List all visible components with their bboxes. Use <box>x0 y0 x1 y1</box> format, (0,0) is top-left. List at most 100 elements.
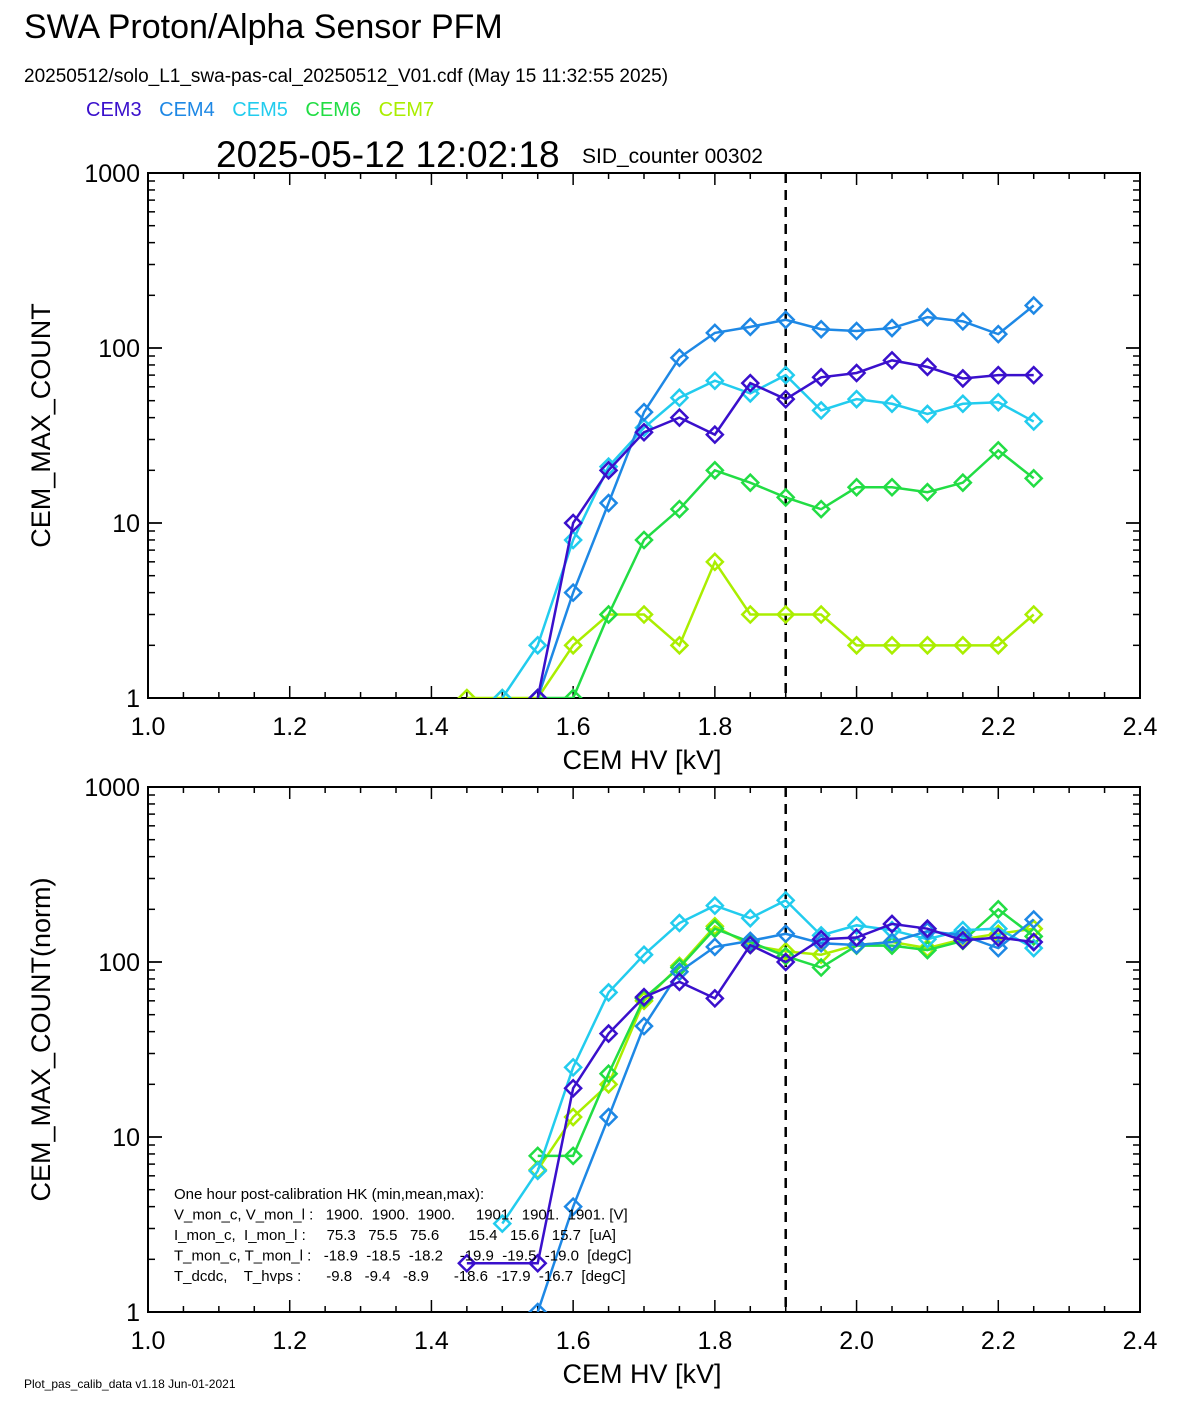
data-point-cem3 <box>563 513 583 533</box>
data-point-cem3 <box>882 914 902 934</box>
data-point-cem4 <box>882 932 902 952</box>
data-point-cem7 <box>634 604 654 625</box>
hk-note-line: T_mon_c, T_mon_l : -18.9 -18.5 -18.2 -19… <box>174 1248 631 1265</box>
data-point-cem6 <box>705 460 725 481</box>
data-point-cem3 <box>846 363 867 383</box>
data-point-cem5 <box>882 394 902 414</box>
data-point-cem6 <box>811 499 831 519</box>
x-tick-label: 2.2 <box>981 713 1016 741</box>
y-tick-label: 100 <box>98 335 140 363</box>
data-point-cem4 <box>988 938 1009 958</box>
data-point-cem4 <box>775 923 796 944</box>
data-point-cem4 <box>705 937 725 957</box>
chart-panel-1: 1.0 1.2 1.4 1.6 1.8 2.0 2.2 2.4 1 10 100 1000 CEM HV… <box>26 160 1157 775</box>
data-point-cem5 <box>811 400 831 421</box>
data-point-cem7 <box>1023 604 1044 625</box>
x-tick-label: 2.4 <box>1123 713 1158 741</box>
series-line-cem3 <box>466 922 1034 1265</box>
data-point-cem5 <box>988 392 1009 412</box>
data-point-cem5 <box>917 404 938 424</box>
data-point-cem7 <box>917 938 938 958</box>
series-line-cem4 <box>536 918 1035 1312</box>
x-tick-label: 2.0 <box>839 713 874 741</box>
data-point-cem4 <box>740 317 761 337</box>
data-point-cem4 <box>669 961 690 982</box>
data-point-cem6 <box>988 899 1009 920</box>
data-point-cem6 <box>775 487 796 508</box>
data-point-cem4 <box>775 309 796 330</box>
series-group <box>457 295 1044 698</box>
data-point-cem4 <box>598 493 619 513</box>
data-point-cem5 <box>846 389 867 409</box>
sid-counter: SID_counter 00302 <box>582 145 763 168</box>
data-point-cem7 <box>811 604 831 625</box>
data-point-cem3 <box>740 373 761 393</box>
data-point-cem6 <box>740 472 761 493</box>
data-point-cem3 <box>988 365 1009 385</box>
data-point-cem7 <box>457 688 477 698</box>
hk-note-line: One hour post-calibration HK (min,mean,m… <box>174 1186 484 1203</box>
series-line-cem3 <box>536 359 1034 698</box>
y-tick-label: 10 <box>112 510 140 538</box>
x-tick-label: 2.0 <box>839 1327 874 1355</box>
x-axis-label: CEM HV [kV] <box>562 1359 721 1389</box>
legend-item-cem7: CEM7 <box>378 99 435 121</box>
data-point-cem3 <box>527 688 548 698</box>
series-line-cem7 <box>466 559 1035 698</box>
data-point-cem6 <box>988 440 1009 461</box>
data-point-cem6 <box>917 940 938 960</box>
data-point-cem6 <box>669 499 690 519</box>
legend: CEM3 CEM4 CEM5 CEM6 CEM7 <box>86 99 446 122</box>
x-tick-label: 2.4 <box>1123 1327 1158 1355</box>
data-point-cem3 <box>917 918 938 939</box>
data-point-cem6 <box>634 530 654 550</box>
data-point-cem3 <box>953 368 973 389</box>
y-axis-label: CEM_MAX_COUNT(norm) <box>26 877 56 1201</box>
series-line-cem7 <box>536 924 1034 1171</box>
data-point-cem5 <box>492 688 513 698</box>
hk-note: One hour post-calibration HK (min,mean,m… <box>174 1186 631 1285</box>
legend-item-cem4: CEM4 <box>159 99 215 121</box>
data-point-cem3 <box>988 927 1009 948</box>
data-point-cem4 <box>634 1016 654 1036</box>
data-point-cem4 <box>1023 909 1044 930</box>
x-tick-label: 1.2 <box>272 713 307 741</box>
series-group <box>457 890 1044 1312</box>
data-point-cem7 <box>705 916 725 937</box>
series-line-cem5 <box>501 373 1035 698</box>
data-point-cem7 <box>563 635 583 656</box>
data-point-cem4 <box>882 318 902 338</box>
data-point-cem4 <box>988 324 1009 344</box>
x-tick-label: 1.8 <box>697 1327 732 1355</box>
data-point-cem4 <box>953 311 973 332</box>
data-point-cem7 <box>598 1074 619 1095</box>
data-point-cem5 <box>598 982 619 1003</box>
data-point-cem5 <box>740 908 761 928</box>
data-point-cem7 <box>775 941 796 962</box>
data-point-cem4 <box>527 1302 548 1312</box>
data-point-cem6 <box>846 477 867 498</box>
data-point-cem6 <box>775 946 796 966</box>
data-point-cem5 <box>669 387 690 408</box>
data-point-cem7 <box>811 944 831 965</box>
data-point-cem4 <box>953 925 973 946</box>
data-point-cem4 <box>669 347 690 368</box>
data-point-cem5 <box>846 915 867 936</box>
data-point-cem5 <box>775 365 796 385</box>
data-point-cem3 <box>740 935 761 955</box>
footer-version: Plot_pas_calib_data v1.18 Jun-01-2021 <box>24 1377 236 1391</box>
data-point-cem3 <box>457 1253 477 1273</box>
data-point-cem7 <box>669 635 690 656</box>
x-tick-label: 1.4 <box>414 1327 449 1355</box>
y-tick-label: 1 <box>126 1299 140 1327</box>
data-point-cem3 <box>811 367 831 388</box>
data-point-cem5 <box>563 530 583 550</box>
x-tick-label: 2.2 <box>981 1327 1016 1355</box>
data-point-cem3 <box>669 972 690 992</box>
data-point-cem3 <box>811 929 831 949</box>
data-point-cem3 <box>669 407 690 428</box>
data-point-cem5 <box>669 913 690 933</box>
data-point-cem4 <box>917 307 938 327</box>
data-point-cem6 <box>811 957 831 978</box>
data-point-cem7 <box>953 635 973 656</box>
